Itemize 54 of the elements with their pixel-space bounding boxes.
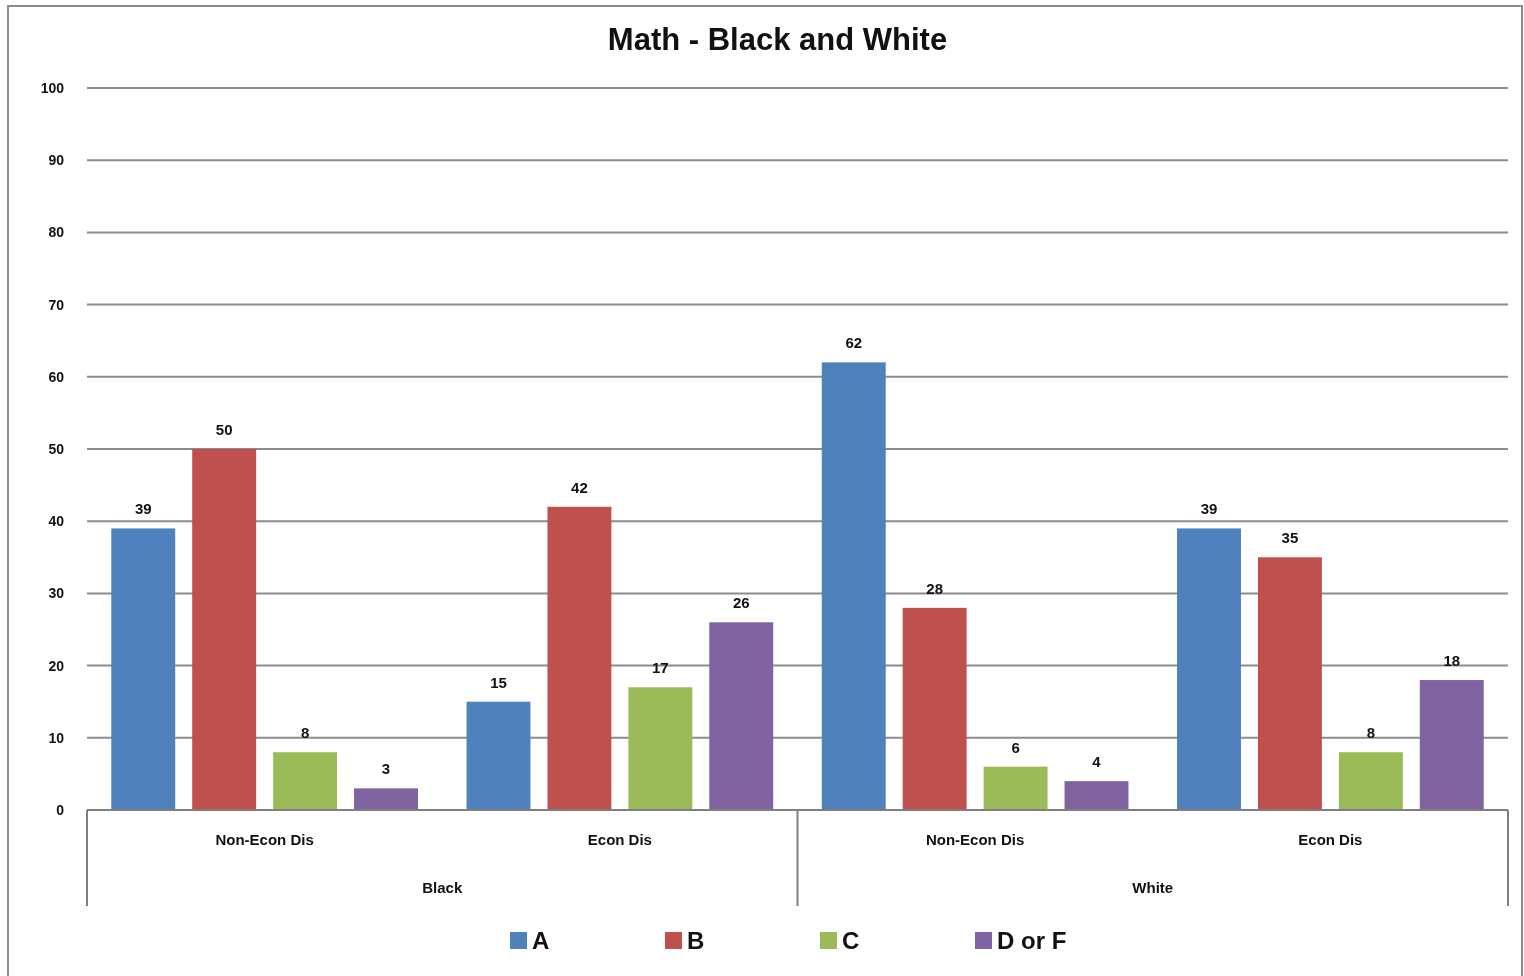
bar — [1257, 557, 1322, 810]
bar — [354, 788, 418, 810]
data-label: 62 — [845, 334, 863, 352]
data-label: 18 — [1443, 652, 1461, 670]
bar — [709, 622, 774, 810]
text: Black — [422, 879, 463, 896]
y-tick-label: 60 — [48, 368, 65, 385]
data-label: 15 — [490, 673, 507, 691]
bar — [111, 528, 176, 810]
y-tick-label: 40 — [48, 513, 65, 530]
bar — [821, 362, 886, 810]
legend-label: A — [532, 926, 550, 954]
data-label: 17 — [651, 659, 669, 677]
data-label: 3 — [381, 760, 391, 778]
x-tick-label: Econ Dis — [1298, 831, 1363, 848]
y-tick-label: 90 — [48, 152, 65, 169]
y-tick-label: 80 — [48, 224, 65, 241]
x-tick-label: Econ Dis — [587, 831, 652, 848]
y-tick-label: 10 — [48, 729, 65, 746]
x-tick-label: Non-Econ Dis — [925, 831, 1025, 848]
bar — [1177, 528, 1241, 810]
y-tick-label: 50 — [48, 440, 65, 457]
y-tick-label: 0 — [56, 801, 65, 818]
data-label: 39 — [1200, 500, 1218, 518]
data-label: 28 — [926, 579, 944, 597]
legend-label: C — [842, 926, 860, 954]
data-label: 6 — [1011, 738, 1020, 756]
bar — [1064, 781, 1129, 810]
data-label: 8 — [300, 724, 310, 742]
legend-label: D or F — [997, 926, 1067, 954]
y-tick-label: 70 — [48, 296, 65, 313]
chart-title: Math - Black and White — [607, 22, 948, 57]
data-label: 39 — [134, 500, 152, 518]
bar — [1338, 752, 1403, 810]
legend-label: B — [687, 926, 705, 954]
x-tick-label: Non-Econ Dis — [215, 831, 314, 848]
bar — [466, 701, 531, 810]
data-label: 42 — [571, 478, 588, 496]
bar — [273, 752, 338, 810]
text: White — [1132, 879, 1174, 896]
data-label: 4 — [1092, 753, 1102, 771]
data-label: 8 — [1366, 724, 1376, 742]
bar — [983, 766, 1048, 810]
bar — [902, 607, 967, 810]
bar — [628, 687, 693, 810]
bar — [1419, 680, 1484, 810]
bar — [547, 506, 612, 810]
data-label: 26 — [732, 594, 750, 612]
data-label: 35 — [1281, 529, 1299, 547]
y-tick-label: 30 — [48, 585, 65, 602]
y-tick-label: 100 — [40, 79, 65, 96]
y-tick-label: 20 — [48, 657, 65, 674]
bar — [192, 449, 257, 810]
data-label: 50 — [215, 421, 233, 438]
